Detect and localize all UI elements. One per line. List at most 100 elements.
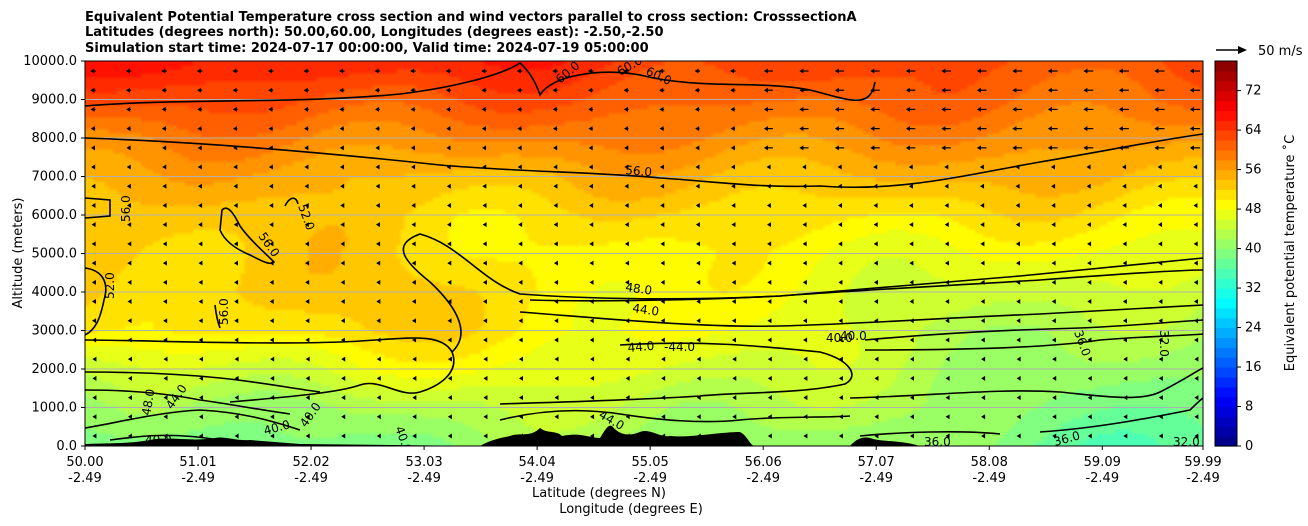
wind-arrow xyxy=(445,68,452,74)
wind-arrow xyxy=(838,318,843,324)
wind-arrow xyxy=(127,414,132,420)
wind-arrow xyxy=(941,106,951,112)
wind-arrow xyxy=(838,299,843,305)
wind-arrow xyxy=(624,164,629,170)
wind-arrow xyxy=(411,222,416,228)
wind-arrow xyxy=(1087,375,1092,381)
wind-arrow xyxy=(1087,356,1092,362)
wind-arrow xyxy=(1087,260,1092,266)
wind-arrow xyxy=(163,337,168,343)
wind-arrow xyxy=(1122,260,1127,266)
wind-arrow xyxy=(270,414,275,420)
wind-arrow xyxy=(1052,395,1057,401)
wind-arrow xyxy=(1083,145,1094,151)
wind-arrow xyxy=(732,356,737,362)
wind-arrow xyxy=(909,241,914,247)
wind-arrow xyxy=(803,356,808,362)
wind-arrow xyxy=(91,279,96,285)
wind-arrow xyxy=(1122,318,1127,324)
y-tick-label: 2000.0 xyxy=(32,362,78,377)
wind-arrow xyxy=(447,241,452,247)
wind-arrow xyxy=(799,106,809,112)
wind-arrow xyxy=(1158,260,1163,266)
wind-arrow xyxy=(90,87,96,93)
wind-arrow xyxy=(234,279,239,285)
wind-arrow xyxy=(1015,183,1020,189)
x-tick-label-lat: 57.07 xyxy=(858,455,895,470)
wind-arrow xyxy=(1193,183,1198,189)
wind-arrow xyxy=(1051,202,1056,208)
wind-arrow xyxy=(624,241,629,247)
y-axis: 0.0 1000.0 2000.0 3000.0 4000.0 5000.0 6000.0 7… xyxy=(23,54,85,454)
wind-arrow xyxy=(554,299,559,305)
wind-arrow xyxy=(803,433,808,439)
wind-arrow xyxy=(803,318,808,324)
wind-arrow xyxy=(198,222,203,228)
wind-arrow xyxy=(90,126,96,132)
wind-arrow xyxy=(945,318,950,324)
wind-arrow xyxy=(339,87,345,93)
wind-arrow xyxy=(268,164,273,170)
wind-arrow xyxy=(766,202,771,208)
wind-arrow xyxy=(1015,164,1020,170)
wind-arrow xyxy=(162,183,167,189)
wind-arrow xyxy=(874,318,879,324)
wind-arrow xyxy=(340,222,345,228)
colorbar-tick-label: 48 xyxy=(1245,202,1262,217)
wind-arrow xyxy=(446,126,451,132)
wind-arrow xyxy=(730,145,735,151)
wind-arrow xyxy=(518,202,523,208)
contour-label: 44.0 xyxy=(627,339,655,355)
wind-arrow xyxy=(873,202,878,208)
wind-arrow xyxy=(446,145,451,151)
wind-arrow xyxy=(979,164,984,170)
wind-arrow xyxy=(127,299,132,305)
wind-arrow xyxy=(1194,375,1199,381)
wind-arrow xyxy=(341,356,346,362)
wind-arrow xyxy=(1086,222,1091,228)
colorbar-band xyxy=(1215,110,1237,121)
wind-arrow xyxy=(945,356,950,362)
wind-arrow xyxy=(375,126,380,132)
contour-label: 36.0 xyxy=(1052,428,1081,448)
wind-arrow xyxy=(909,318,914,324)
wind-arrow xyxy=(731,299,736,305)
wind-arrow xyxy=(802,241,807,247)
wind-arrow xyxy=(518,395,523,401)
wind-arrow xyxy=(482,183,487,189)
wind-arrow xyxy=(1051,337,1056,343)
wind-arrow xyxy=(588,145,593,151)
wind-arrow xyxy=(198,279,203,285)
wind-arrow xyxy=(909,337,914,343)
colorbar-band xyxy=(1215,357,1237,368)
wind-arrow xyxy=(126,87,132,93)
wind-arrow xyxy=(92,356,97,362)
colorbar-band xyxy=(1215,337,1237,348)
wind-arrow xyxy=(234,414,239,420)
wind-arrow xyxy=(376,356,381,362)
wind-arrow xyxy=(447,337,452,343)
wind-arrow xyxy=(481,106,487,112)
wind-arrow xyxy=(696,395,701,401)
wind-arrow xyxy=(234,318,239,324)
wind-arrow xyxy=(376,241,381,247)
x-tick-label-lat: 53.03 xyxy=(405,455,442,470)
colorbar-frame xyxy=(1214,60,1238,447)
wind-arrow xyxy=(162,260,167,266)
wind-arrow xyxy=(1158,375,1163,381)
wind-arrow xyxy=(339,145,344,151)
wind-arrow xyxy=(732,375,737,381)
colorbar-tick-label: 72 xyxy=(1245,84,1262,99)
wind-arrow xyxy=(554,279,559,285)
wind-arrow xyxy=(980,279,985,285)
wind-arrow xyxy=(1051,318,1056,324)
theta-e-field: 60.0 60.0 60.0 56.0 56.0 52.0 56.0 52.0 … xyxy=(85,61,1203,448)
wind-arrow xyxy=(660,299,665,305)
wind-arrow xyxy=(589,318,594,324)
wind-arrow xyxy=(199,375,204,381)
wind-arrow xyxy=(944,241,949,247)
wind-arrow xyxy=(482,164,487,170)
wind-arrow xyxy=(910,395,915,401)
wind-arrow xyxy=(802,299,807,305)
wind-arrow xyxy=(481,87,487,93)
